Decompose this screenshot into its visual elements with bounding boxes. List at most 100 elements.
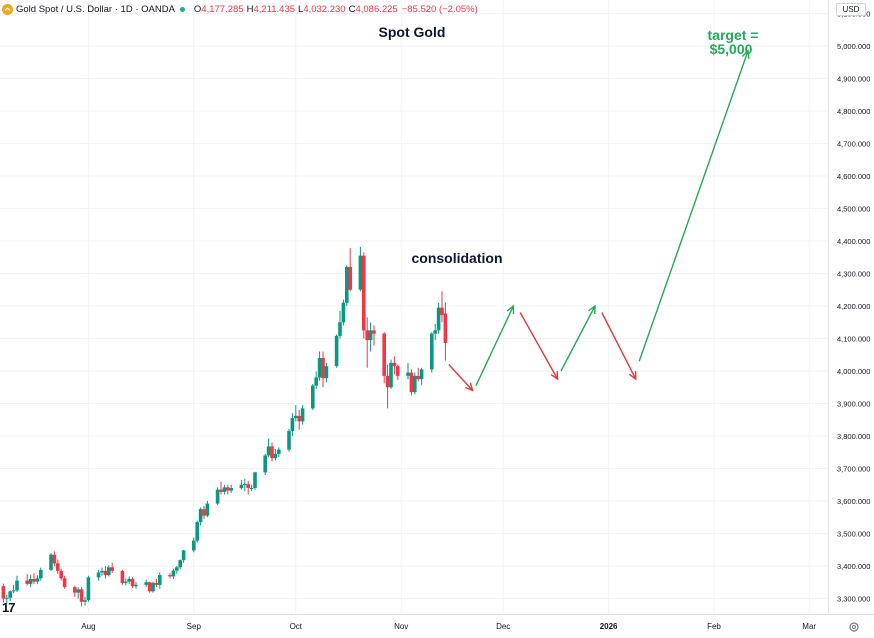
candle-body — [419, 369, 424, 380]
candle-body — [362, 255, 366, 331]
candle-body — [440, 307, 444, 316]
candle-body — [107, 567, 111, 576]
candle-body — [277, 449, 281, 454]
candle-body — [413, 375, 417, 393]
candle — [287, 428, 291, 452]
target-annotation-line-1: target = — [708, 27, 759, 43]
candle — [436, 302, 441, 334]
y-tick-label: 4,800.000 — [837, 107, 870, 116]
candle — [151, 581, 155, 593]
candle — [76, 587, 80, 599]
candle — [270, 442, 274, 462]
candle — [62, 575, 67, 589]
candle-body — [219, 489, 223, 492]
candle — [334, 334, 339, 368]
candle — [79, 587, 84, 607]
candle — [134, 582, 138, 589]
candle-body — [385, 375, 390, 388]
y-tick-label: 4,200.000 — [837, 302, 870, 311]
change-value: −85.520 (−2.05%) — [401, 3, 478, 15]
candle — [321, 351, 325, 388]
y-tick-label: 4,100.000 — [837, 335, 870, 344]
candle-body — [273, 453, 278, 459]
candle-body — [348, 267, 352, 290]
candle-body — [86, 577, 91, 601]
candle-body — [311, 385, 315, 409]
y-tick-label: 4,600.000 — [837, 172, 870, 181]
candle-body — [314, 377, 318, 386]
candle-body — [409, 372, 414, 393]
candle — [229, 484, 233, 493]
open-value: 4,177.285 — [201, 3, 244, 15]
target-annotation-line-2: $5,000 — [710, 41, 753, 57]
candle — [219, 481, 223, 495]
candle — [324, 362, 329, 383]
candle-body — [443, 313, 448, 344]
candle — [178, 559, 182, 570]
symbol-header: Gold Spot / U.S. Dollar · 1D · OANDA O 4,… — [2, 1, 478, 17]
candle-body — [294, 415, 298, 419]
candle-body — [154, 582, 159, 585]
candle — [392, 356, 397, 375]
candle-body — [1, 586, 6, 599]
candle-body — [392, 362, 397, 367]
candle-body — [263, 455, 267, 473]
candle — [226, 484, 230, 495]
candle-body — [15, 580, 19, 591]
chart-title: Spot Gold — [379, 24, 446, 40]
candle — [253, 471, 257, 490]
candle-body — [246, 484, 250, 488]
candle-body — [358, 255, 363, 290]
candle-body — [389, 362, 393, 388]
candle — [396, 364, 400, 381]
candle — [120, 569, 125, 585]
candle-body — [8, 591, 12, 598]
candle-body — [368, 330, 373, 341]
candle-body — [382, 333, 386, 376]
candle-body — [195, 522, 199, 541]
y-tick-label: 3,800.000 — [837, 432, 870, 441]
y-tick-label: 3,300.000 — [837, 595, 870, 604]
candles — [1, 246, 448, 607]
symbol-name[interactable]: Gold Spot / U.S. Dollar · 1D · OANDA — [16, 3, 175, 15]
candle-body — [73, 587, 77, 593]
candle — [246, 480, 250, 495]
candle-body — [436, 307, 441, 331]
price-axis: 3,300.000 3,400.000 3,500.000 3,600.000 3,70… — [828, 0, 874, 635]
candle — [263, 453, 267, 475]
candle-body — [416, 375, 420, 380]
gear-icon[interactable] — [848, 620, 860, 632]
x-tick-label: Oct — [290, 622, 303, 631]
candle-body — [324, 366, 329, 379]
candle — [430, 332, 434, 373]
price-axis-bg[interactable] — [828, 0, 874, 635]
currency-button[interactable]: USD — [836, 3, 866, 16]
x-tick-label: Nov — [394, 622, 408, 631]
candle — [107, 565, 111, 577]
candle — [192, 537, 196, 553]
y-tick-label: 3,400.000 — [837, 562, 870, 571]
tradingview-logo[interactable]: 17 — [2, 600, 16, 615]
candle-body — [32, 579, 36, 582]
candle — [130, 577, 135, 589]
candle-body — [321, 358, 325, 379]
candle-body — [103, 570, 108, 576]
candle — [443, 302, 448, 361]
y-tick-label: 5,000.000 — [837, 42, 870, 51]
candle — [389, 359, 393, 389]
candle — [413, 372, 417, 395]
x-tick-label: Mar — [802, 622, 816, 631]
candle-body — [239, 484, 244, 488]
candle — [56, 559, 60, 575]
candle-body — [290, 418, 295, 432]
candle-body — [249, 488, 254, 489]
candle-body — [59, 570, 63, 579]
candle — [440, 291, 444, 323]
candle — [382, 332, 386, 384]
candle — [348, 248, 352, 292]
x-tick-label: Sep — [187, 622, 202, 631]
candle — [314, 371, 318, 389]
candle-body — [49, 554, 53, 570]
